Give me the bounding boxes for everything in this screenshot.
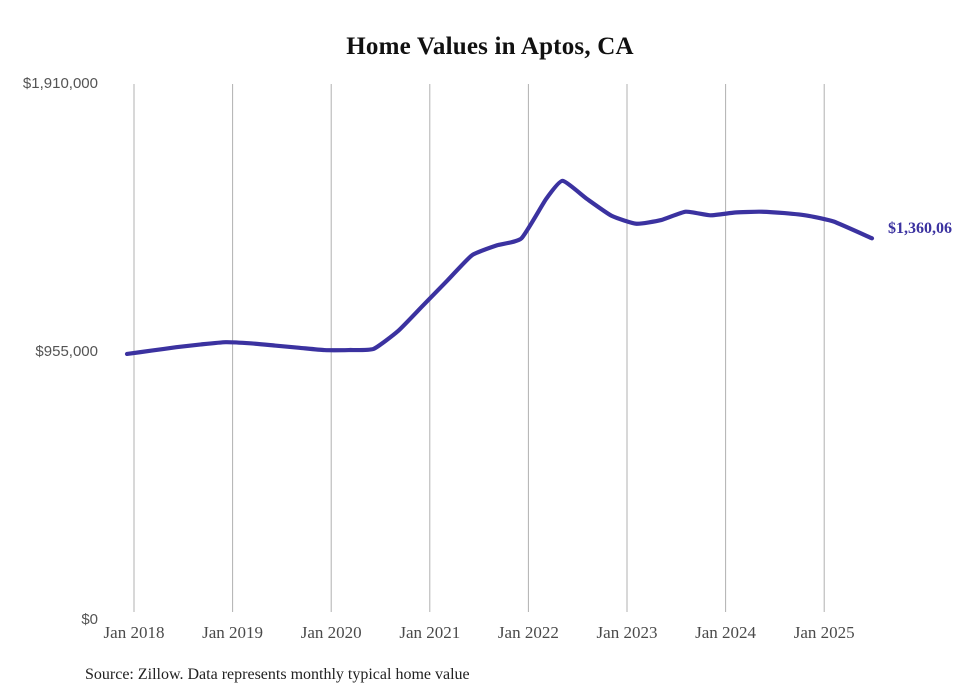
end-value-annotation: $1,360,06	[888, 220, 952, 237]
chart-title: Home Values in Aptos, CA	[346, 33, 634, 60]
home-value-line	[124, 178, 875, 357]
x-axis-tick-label: Jan 2019	[202, 623, 264, 642]
y-axis-tick-label: $0	[81, 611, 98, 628]
x-axis-tick-label: Jan 2024	[695, 623, 757, 642]
x-axis-tick-label: Jan 2023	[596, 623, 658, 642]
y-axis-tick-label: $1,910,000	[22, 75, 98, 92]
y-axis-tick-label: $955,000	[35, 343, 98, 360]
x-axis-tick-label: Jan 2020	[300, 623, 362, 642]
x-axis-tick-label: Jan 2025	[793, 623, 855, 642]
x-axis-tick-label: Jan 2021	[399, 623, 461, 642]
gridlines-group	[133, 84, 825, 612]
source-note: Source: Zillow. Data represents monthly …	[85, 666, 470, 683]
x-axis-tick-label: Jan 2022	[497, 623, 559, 642]
y-axis-labels: $1,910,000 $955,000 $0	[0, 0, 98, 699]
x-axis-tick-label: Jan 2018	[103, 623, 165, 642]
